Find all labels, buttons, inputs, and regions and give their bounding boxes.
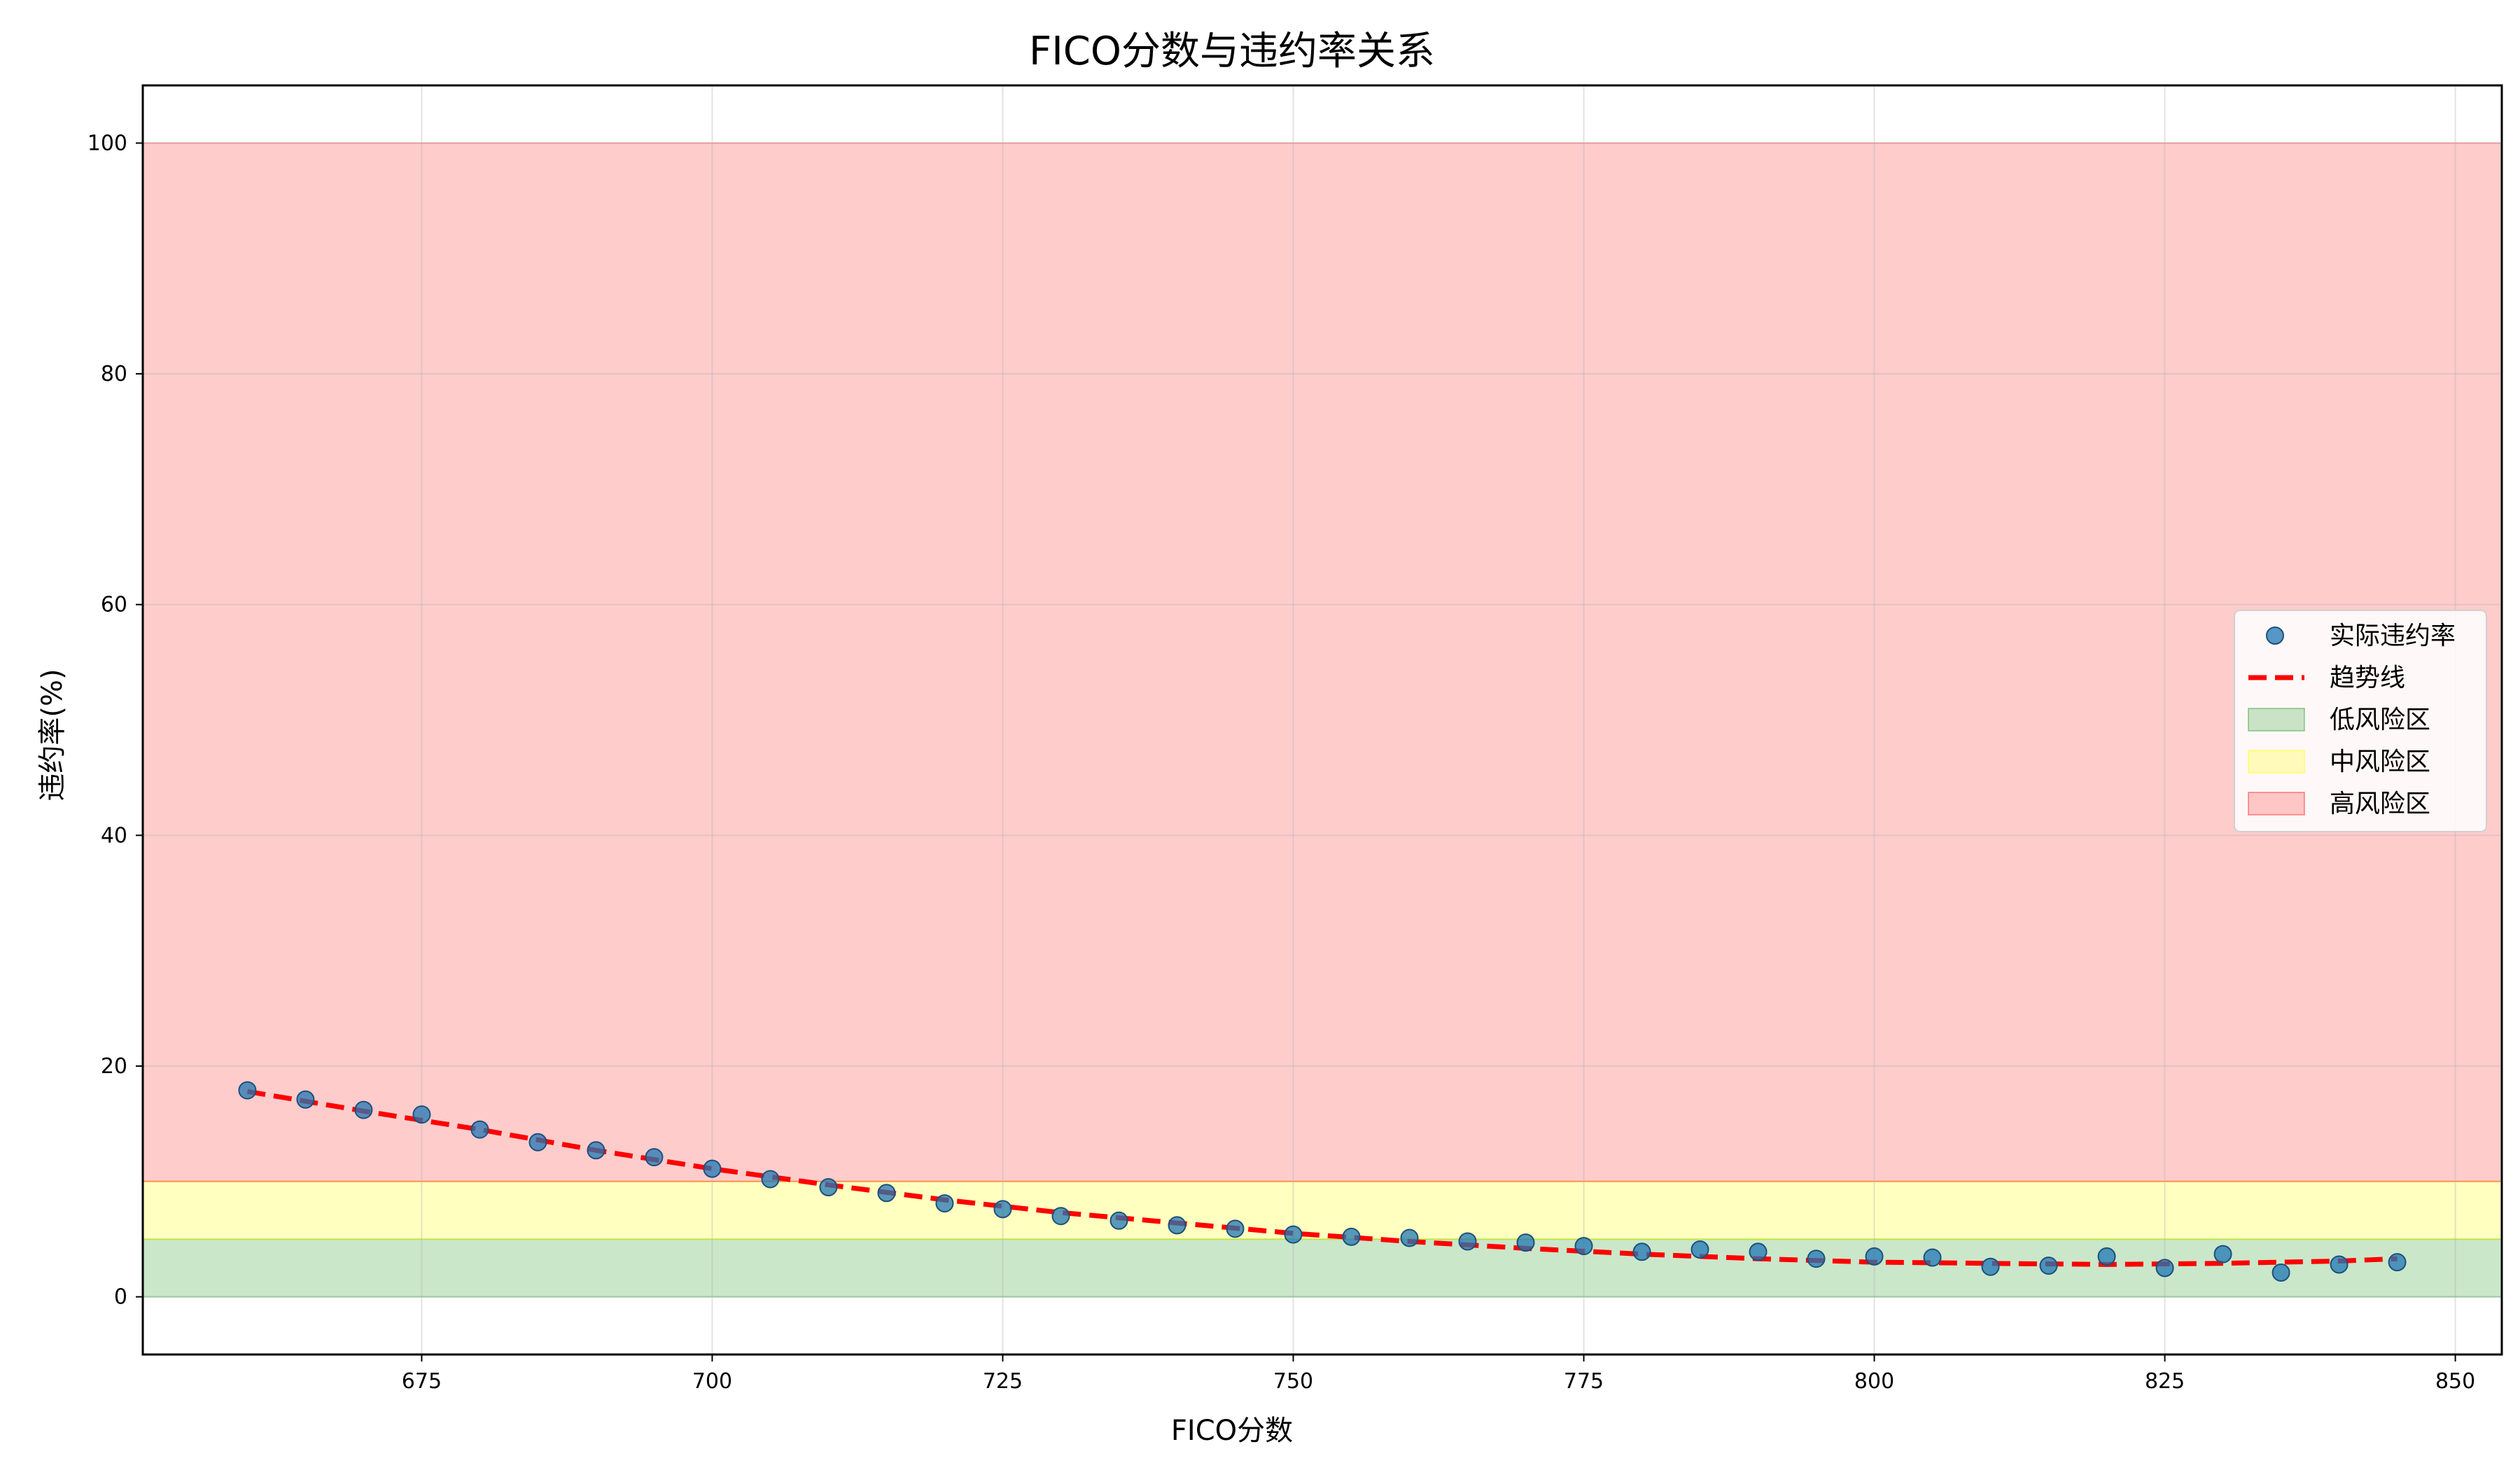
x-tick-label: 825 [2145, 1369, 2185, 1394]
data-point [1749, 1242, 1768, 1261]
data-point [2155, 1259, 2174, 1278]
trend-line-layer [246, 1088, 2398, 1267]
scatter-points [238, 1081, 2407, 1282]
axes: 675 700 725 750 775 800 825 850 0 20 40 60 80 100 [88, 84, 2503, 1394]
y-tick-label: 0 [114, 1285, 127, 1310]
data-point [1226, 1219, 1245, 1238]
data-point [587, 1141, 606, 1160]
data-point [1284, 1225, 1303, 1244]
y-tick-label: 100 [88, 131, 127, 155]
risk-zones [142, 142, 2502, 1298]
x-tick-label: 800 [1854, 1369, 1894, 1394]
data-point [470, 1120, 489, 1139]
legend-box [2234, 610, 2487, 832]
data-point [1807, 1250, 1826, 1268]
legend-label: 中风险区 [2330, 748, 2430, 776]
legend-swatch [2248, 708, 2305, 732]
data-point [2272, 1263, 2290, 1282]
trend-line [246, 1088, 2398, 1267]
data-point [238, 1081, 257, 1100]
data-point [1516, 1233, 1535, 1252]
data-point [1690, 1240, 1709, 1259]
x-tick-label: 725 [983, 1369, 1023, 1394]
data-point [1342, 1227, 1361, 1246]
chart-title: FICO分数与违约率关系 [1029, 29, 1435, 74]
y-axis-title: 违约率(%) [36, 668, 69, 801]
risk-zone-band [142, 1238, 2502, 1298]
y-tick-label: 40 [101, 823, 127, 848]
data-point [2097, 1247, 2116, 1266]
data-point [1574, 1237, 1593, 1256]
x-axis-title: FICO分数 [1171, 1415, 1293, 1447]
data-point [412, 1105, 431, 1124]
x-tick-label: 850 [2435, 1369, 2475, 1394]
data-point [2330, 1255, 2348, 1274]
legend-label: 低风险区 [2330, 706, 2430, 734]
data-point [296, 1090, 315, 1109]
data-point [354, 1100, 373, 1119]
data-point [1632, 1242, 1651, 1261]
y-tick-label: 20 [101, 1054, 127, 1079]
x-tick-label: 750 [1273, 1369, 1313, 1394]
data-point [645, 1148, 664, 1167]
data-point [819, 1178, 838, 1197]
data-point [2039, 1256, 2058, 1275]
data-point [2213, 1245, 2232, 1264]
x-tick-label: 675 [402, 1369, 442, 1394]
data-point [1051, 1207, 1070, 1226]
data-point [2388, 1253, 2407, 1272]
data-point [1981, 1257, 2000, 1276]
plot-frame [141, 84, 2503, 1356]
legend-label: 高风险区 [2330, 790, 2430, 818]
legend-swatch [2248, 750, 2305, 774]
risk-zone-band [142, 142, 2502, 1182]
data-point [761, 1170, 780, 1189]
x-tick-label: 775 [1564, 1369, 1604, 1394]
data-point [1400, 1228, 1419, 1247]
data-point [1168, 1216, 1186, 1235]
data-point [1110, 1211, 1128, 1230]
data-point [1865, 1247, 1884, 1266]
legend-marker-scatter [2266, 626, 2284, 645]
data-point [1458, 1232, 1477, 1251]
grid [143, 85, 2502, 1354]
data-point [877, 1184, 896, 1203]
data-point [1923, 1248, 1942, 1267]
data-point [528, 1133, 547, 1152]
risk-zone-band [142, 1180, 2502, 1240]
legend-label: 趋势线 [2330, 664, 2405, 692]
x-tick-label: 700 [692, 1369, 732, 1394]
y-tick-label: 80 [101, 362, 127, 386]
legend-swatch [2248, 792, 2305, 816]
legend-label: 实际违约率 [2330, 622, 2456, 650]
data-point [935, 1194, 954, 1213]
y-tick-label: 60 [101, 593, 127, 617]
data-point [703, 1159, 722, 1178]
data-point [993, 1200, 1012, 1219]
